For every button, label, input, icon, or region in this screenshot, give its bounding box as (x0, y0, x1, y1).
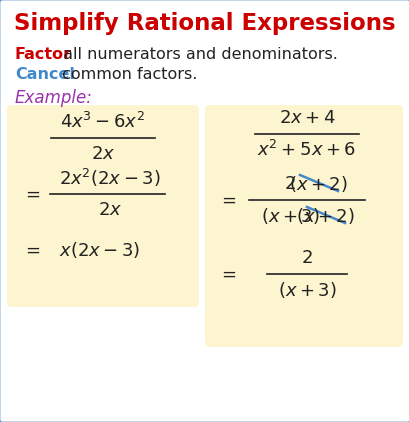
Text: all numerators and denominators.: all numerators and denominators. (58, 47, 337, 62)
Text: Factor: Factor (15, 47, 72, 62)
Text: $(x+3)$: $(x+3)$ (277, 280, 335, 300)
Text: $2$: $2$ (283, 175, 295, 193)
FancyBboxPatch shape (204, 105, 402, 347)
Text: $(x+2)$: $(x+2)$ (288, 174, 346, 194)
Text: $x(2x-3)$: $x(2x-3)$ (59, 240, 140, 260)
Text: $=$: $=$ (218, 191, 236, 209)
Text: $=$: $=$ (218, 265, 236, 283)
FancyBboxPatch shape (7, 105, 198, 307)
Text: $2x^2(2x-3)$: $2x^2(2x-3)$ (59, 167, 160, 189)
Text: $2x$: $2x$ (98, 201, 122, 219)
Text: $4x^3-6x^2$: $4x^3-6x^2$ (60, 112, 145, 132)
Text: Example:: Example: (15, 89, 93, 107)
Text: $2$: $2$ (300, 249, 312, 267)
Text: $(x+3)$: $(x+3)$ (260, 206, 319, 226)
Text: $2x$: $2x$ (91, 145, 115, 163)
Text: $(x+2)$: $(x+2)$ (295, 206, 353, 226)
Text: common factors.: common factors. (57, 67, 197, 82)
Text: $=$: $=$ (22, 185, 40, 203)
Text: $2x+4$: $2x+4$ (278, 109, 335, 127)
Text: $x^2+5x+6$: $x^2+5x+6$ (257, 140, 356, 160)
Text: $=$: $=$ (22, 241, 40, 259)
Text: Cancel: Cancel (15, 67, 75, 82)
Text: Simplify Rational Expressions: Simplify Rational Expressions (14, 12, 395, 35)
